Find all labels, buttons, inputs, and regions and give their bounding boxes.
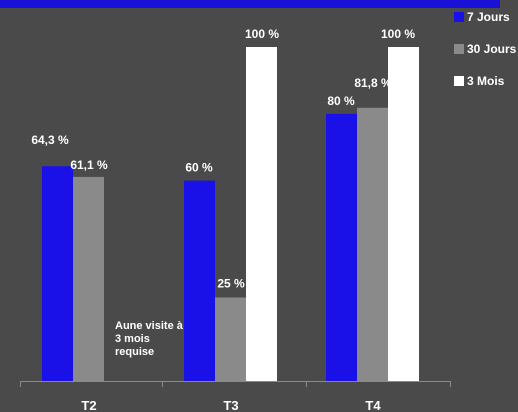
data-label-t2-30-jours: 61,1 % xyxy=(70,158,108,172)
data-label-t3-3-mois: 100 % xyxy=(245,27,279,41)
bar-t2-7-jours xyxy=(42,166,73,381)
x-tick-label-t4: T4 xyxy=(365,398,381,412)
x-tick-label-t2: T2 xyxy=(81,398,96,412)
bar-t3-7-jours xyxy=(184,180,215,381)
data-label-t3-7-jours: 60 % xyxy=(185,161,213,175)
top-bar xyxy=(0,0,500,8)
bar-t3-30-jours xyxy=(215,297,246,381)
legend-item-30-jours: 30 Jours xyxy=(454,42,516,56)
bar-t2-30-jours xyxy=(73,176,104,381)
legend-label-7-jours: 7 Jours xyxy=(467,10,510,24)
legend-swatch-7-jours xyxy=(454,12,464,22)
data-label-t4-7-jours: 80 % xyxy=(327,94,355,108)
data-label-t4-30-jours: 81,8 % xyxy=(354,76,392,90)
bar-t4-7-jours xyxy=(326,113,357,382)
legend-item-7-jours: 7 Jours xyxy=(454,10,510,24)
data-label-t3-30-jours: 25 % xyxy=(217,277,245,291)
legend-label-3-mois: 3 Mois xyxy=(467,74,505,88)
legend-swatch-30-jours xyxy=(454,44,464,54)
legend-swatch-3-mois xyxy=(454,76,464,86)
legend-item-3-mois: 3 Mois xyxy=(454,74,504,88)
bar-t4-3-mois xyxy=(388,47,419,381)
bar-t4-30-jours xyxy=(357,107,388,382)
x-tick-label-t3: T3 xyxy=(223,398,238,412)
bar-t3-3-mois xyxy=(246,47,277,381)
data-label-t4-3-mois: 100 % xyxy=(381,27,415,41)
legend-label-30-jours: 30 Jours xyxy=(467,42,517,56)
data-label-t2-7-jours: 64,3 % xyxy=(31,133,69,147)
t2-annotation: Aune visite à 3 mois requise xyxy=(115,320,183,358)
